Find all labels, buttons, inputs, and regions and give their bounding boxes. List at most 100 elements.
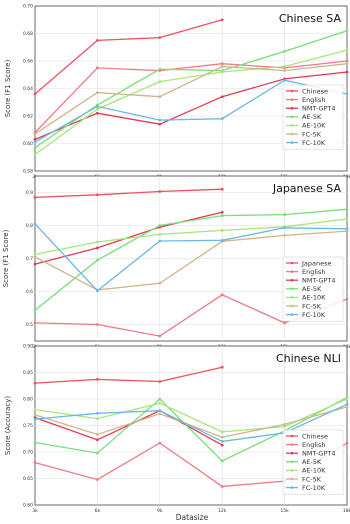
series-line xyxy=(34,63,348,135)
data-point xyxy=(345,229,349,233)
legend-label: FC-5K xyxy=(302,302,322,310)
data-point xyxy=(96,438,99,442)
legend-marker xyxy=(290,451,294,455)
data-point xyxy=(96,193,99,197)
data-point xyxy=(158,441,162,445)
data-point xyxy=(220,443,224,447)
data-point xyxy=(345,62,349,66)
data-point xyxy=(96,104,99,108)
data-point xyxy=(158,412,162,416)
series-line xyxy=(34,218,348,256)
data-point xyxy=(96,411,99,415)
legend-marker xyxy=(290,141,294,144)
series-line xyxy=(34,403,348,443)
legend-label: FC-5K xyxy=(302,130,322,138)
chart-panel-3: 3k 6k 9k 12k 15k 18k 0.60 0.65 0.70 0.75 0.80 0.85 0… xyxy=(4,344,350,514)
legend-label: NMT-GPT4 xyxy=(302,450,336,458)
chart-title: Japanese SA xyxy=(272,182,342,195)
data-point xyxy=(158,67,162,71)
chart-panel-1: 3k6k9k12k15k18k0.580.600.620.640.660.680… xyxy=(4,4,350,180)
data-point xyxy=(158,397,162,401)
data-point xyxy=(345,217,349,221)
data-point xyxy=(96,478,99,481)
legend-marker xyxy=(290,89,294,93)
data-point xyxy=(220,485,224,488)
y-tick-label: 0.85 xyxy=(23,370,33,376)
legend-marker xyxy=(290,486,294,489)
legend-marker xyxy=(290,460,294,464)
legend-marker xyxy=(290,270,294,273)
data-point xyxy=(158,224,162,227)
data-point xyxy=(96,111,99,115)
data-point xyxy=(283,65,286,68)
data-point xyxy=(96,240,99,244)
series-line xyxy=(34,19,223,95)
data-point xyxy=(96,107,99,111)
legend-marker xyxy=(290,469,294,472)
legend-marker xyxy=(290,124,294,127)
legend-label: AE-10K xyxy=(302,467,326,475)
legend-label: FC-10K xyxy=(302,311,326,319)
legend-marker xyxy=(290,434,294,438)
y-tick-label: 0.60 xyxy=(23,503,33,509)
legend-label: AE-5K xyxy=(302,458,322,466)
data-point xyxy=(33,132,37,136)
y-tick-label: 0.68 xyxy=(23,31,33,37)
legend-label: FC-10K xyxy=(302,484,326,492)
data-point xyxy=(158,190,162,193)
y-tick-label: 0.65 xyxy=(23,476,33,482)
data-point xyxy=(96,377,99,381)
data-point xyxy=(345,48,349,52)
y-tick-label: 0.62 xyxy=(23,114,33,120)
data-point xyxy=(220,365,224,369)
legend-label: AE-10K xyxy=(302,122,326,130)
y-tick-label: 0.9 xyxy=(26,190,33,196)
data-point xyxy=(96,433,99,436)
data-point xyxy=(33,441,37,444)
legend-marker xyxy=(290,115,294,119)
series-line xyxy=(34,211,223,265)
data-point xyxy=(96,451,99,455)
data-point xyxy=(33,381,37,385)
x-tick-label: 9k xyxy=(157,508,163,514)
data-point xyxy=(158,118,162,122)
data-point xyxy=(220,210,224,214)
data-point xyxy=(158,334,162,338)
legend-marker xyxy=(290,477,294,481)
data-point xyxy=(283,234,286,237)
x-tick-label: 15k xyxy=(280,508,289,514)
data-point xyxy=(96,323,99,326)
x-tick-label: 3k xyxy=(32,508,38,514)
y-tick-label: 0.70 xyxy=(23,4,33,10)
x-tick-label: 6k xyxy=(95,508,101,514)
y-tick-label: 0.8 xyxy=(26,223,33,229)
data-point xyxy=(220,117,224,121)
y-tick-label: 0.58 xyxy=(23,169,33,175)
data-point xyxy=(33,137,37,141)
data-point xyxy=(345,92,349,96)
legend-marker xyxy=(290,106,294,110)
legend-label: FC-10K xyxy=(302,139,326,147)
series-line xyxy=(34,49,348,156)
legend-marker xyxy=(290,98,294,101)
data-point xyxy=(33,417,37,421)
series-line xyxy=(34,79,348,143)
data-point xyxy=(220,435,224,439)
data-point xyxy=(220,440,224,443)
y-tick-label: 0.64 xyxy=(23,86,33,92)
data-point xyxy=(220,187,224,191)
data-point xyxy=(96,417,99,421)
data-point xyxy=(220,293,224,297)
legend-marker xyxy=(290,287,294,291)
data-point xyxy=(345,207,349,211)
legend-label: English xyxy=(302,268,325,276)
data-point xyxy=(158,401,162,405)
data-point xyxy=(345,227,349,231)
data-point xyxy=(33,255,37,259)
data-point xyxy=(33,321,37,325)
legend-label: AE-5K xyxy=(302,113,322,121)
data-point xyxy=(33,262,37,266)
data-point xyxy=(158,95,162,99)
data-point xyxy=(345,59,349,63)
